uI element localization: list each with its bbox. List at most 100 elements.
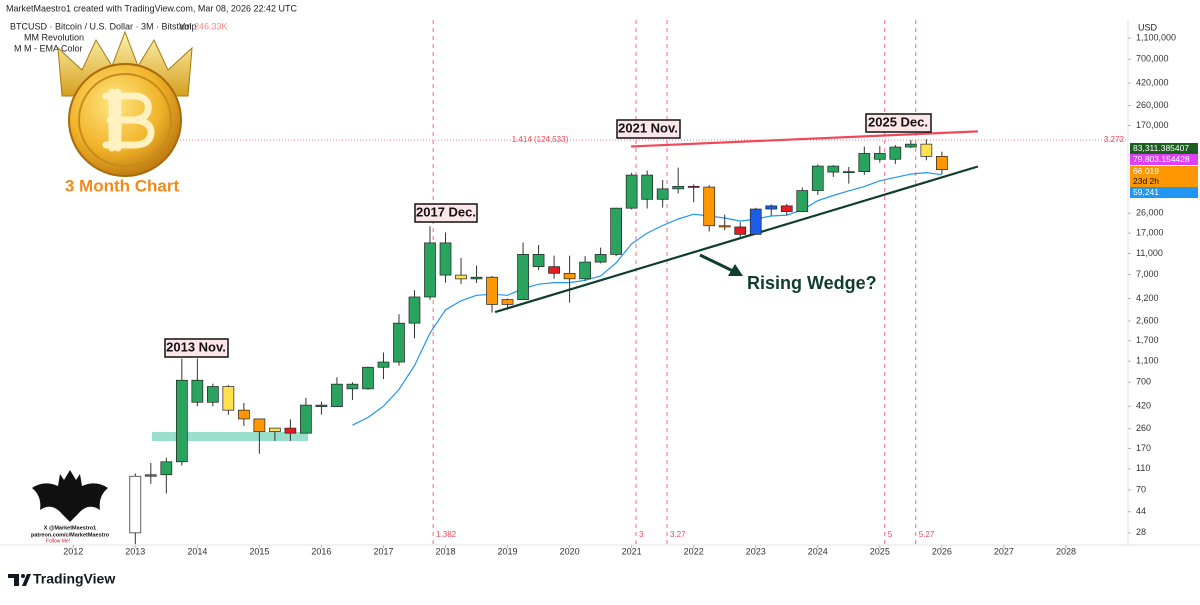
author-line: MarketMaestro1 created with TradingView.… (6, 3, 297, 13)
volume-label: Vol (179, 21, 192, 31)
x-tick-label: 2018 (435, 546, 455, 556)
candle-body (672, 186, 685, 190)
arrow-head (728, 264, 743, 276)
y-tick-label: 2,600 (1136, 315, 1159, 325)
candle-body (656, 188, 669, 200)
price-label: 66,019 (1133, 166, 1159, 176)
y-tick-label: 1,100 (1136, 356, 1159, 366)
candle-body (222, 386, 235, 411)
y-tick-label: 1,700 (1136, 335, 1159, 345)
x-tick-label: 2026 (932, 546, 952, 556)
candle-body (238, 409, 250, 420)
candle-body (610, 207, 622, 255)
fib-time-label: 1.382 (436, 530, 457, 539)
annotation: 2017 Dec. (414, 203, 478, 223)
candle-body (284, 427, 297, 434)
y-tick-label: 170 (1136, 443, 1151, 453)
fib-time-label: 5.27 (919, 530, 935, 539)
x-tick-label: 2019 (498, 546, 518, 556)
bat-caption: patreon.com/c/MarketMaestro (31, 532, 110, 538)
y-tick-label: 110 (1136, 463, 1150, 473)
x-tick-label: 2012 (63, 546, 83, 556)
candle-body (749, 208, 762, 235)
candle-body (858, 153, 871, 172)
bat-caption: Follow Me! (46, 538, 70, 544)
y-tick-label: 1,100,000 (1136, 32, 1176, 42)
candle-body (827, 165, 840, 173)
trendline (630, 130, 978, 148)
bat-logo (32, 470, 108, 522)
price-label-bg (1130, 166, 1198, 177)
candle-body (191, 379, 204, 403)
candle-body (175, 379, 188, 463)
candle-body (904, 143, 917, 148)
candle-body (455, 274, 467, 280)
candle-body (780, 205, 793, 212)
candle-body (377, 361, 390, 368)
candle-body (811, 165, 824, 191)
x-tick-label: 2020 (560, 546, 580, 556)
candle-body (439, 242, 452, 276)
candle-body (641, 174, 654, 200)
indicator-name: M M - EMA Color (14, 43, 83, 53)
x-tick-label: 2027 (994, 546, 1014, 556)
indicator-name: MM Revolution (24, 32, 84, 42)
candle-body (362, 366, 374, 390)
candle-body (129, 475, 142, 534)
countdown: 23d 2h (1133, 176, 1159, 186)
annotation-text: 2013 Nov. (166, 339, 226, 354)
candle-body (300, 404, 312, 434)
candle-body (703, 186, 716, 227)
currency-label: USD (1138, 22, 1158, 32)
annotation-text: 2025 Dec. (868, 114, 928, 129)
candle-body (331, 383, 343, 408)
x-tick-label: 2023 (746, 546, 766, 556)
candle-body (889, 146, 902, 160)
candle-body (501, 299, 514, 305)
candle-body (796, 190, 809, 212)
bitcoin-logo (57, 30, 193, 177)
x-tick-label: 2022 (684, 546, 704, 556)
candle-body (424, 242, 436, 298)
y-tick-label: 420,000 (1136, 78, 1169, 88)
x-tick-label: 2028 (1056, 546, 1076, 556)
candle-body (393, 322, 405, 363)
candle-body (936, 155, 948, 171)
annotation: 2021 Nov. (616, 119, 681, 139)
price-label: 59,241 (1133, 187, 1159, 197)
y-tick-label: 260,000 (1136, 100, 1169, 110)
plot-area: 1.382 3 3.27 5 5.27 1.414 (124,533) 3.272 (129, 20, 1128, 545)
candle-body (563, 272, 576, 280)
x-tick-label: 2016 (311, 546, 331, 556)
x-tick-label: 2024 (808, 546, 828, 556)
bat-caption: X @MarketMaestro1 (44, 525, 96, 531)
candle-body (517, 253, 529, 300)
candle-body (579, 261, 591, 280)
annotation-text: 2021 Nov. (618, 120, 678, 135)
fib-time-label: 3.27 (670, 530, 686, 539)
x-tick-label: 2021 (622, 546, 642, 556)
candle-body (269, 427, 281, 432)
price-label-bg (1130, 187, 1198, 198)
annotation-text: Rising Wedge? (747, 273, 877, 293)
countdown-bg (1130, 176, 1198, 187)
arrow-shaft (699, 253, 734, 273)
candle-body (532, 253, 545, 268)
y-tick-label: 17,000 (1136, 228, 1164, 238)
logo-caption: 3 Month Chart (65, 176, 180, 195)
tradingview-logo (8, 574, 31, 586)
fib-time-label: 5 (888, 530, 893, 539)
y-tick-label: 420 (1136, 401, 1151, 411)
candle-body (253, 418, 266, 432)
y-tick-label: 700,000 (1136, 54, 1169, 64)
candle-body (160, 461, 173, 476)
y-tick-label: 700 (1136, 377, 1151, 387)
symbol-title: BTCUSD · Bitcoin / U.S. Dollar · 3M · Bi… (10, 21, 197, 31)
candle-body (718, 225, 731, 228)
candle-body (315, 404, 328, 408)
y-tick-label: 4,200 (1136, 293, 1159, 303)
annotation: 2025 Dec. (865, 113, 932, 133)
x-tick-label: 2014 (187, 546, 207, 556)
